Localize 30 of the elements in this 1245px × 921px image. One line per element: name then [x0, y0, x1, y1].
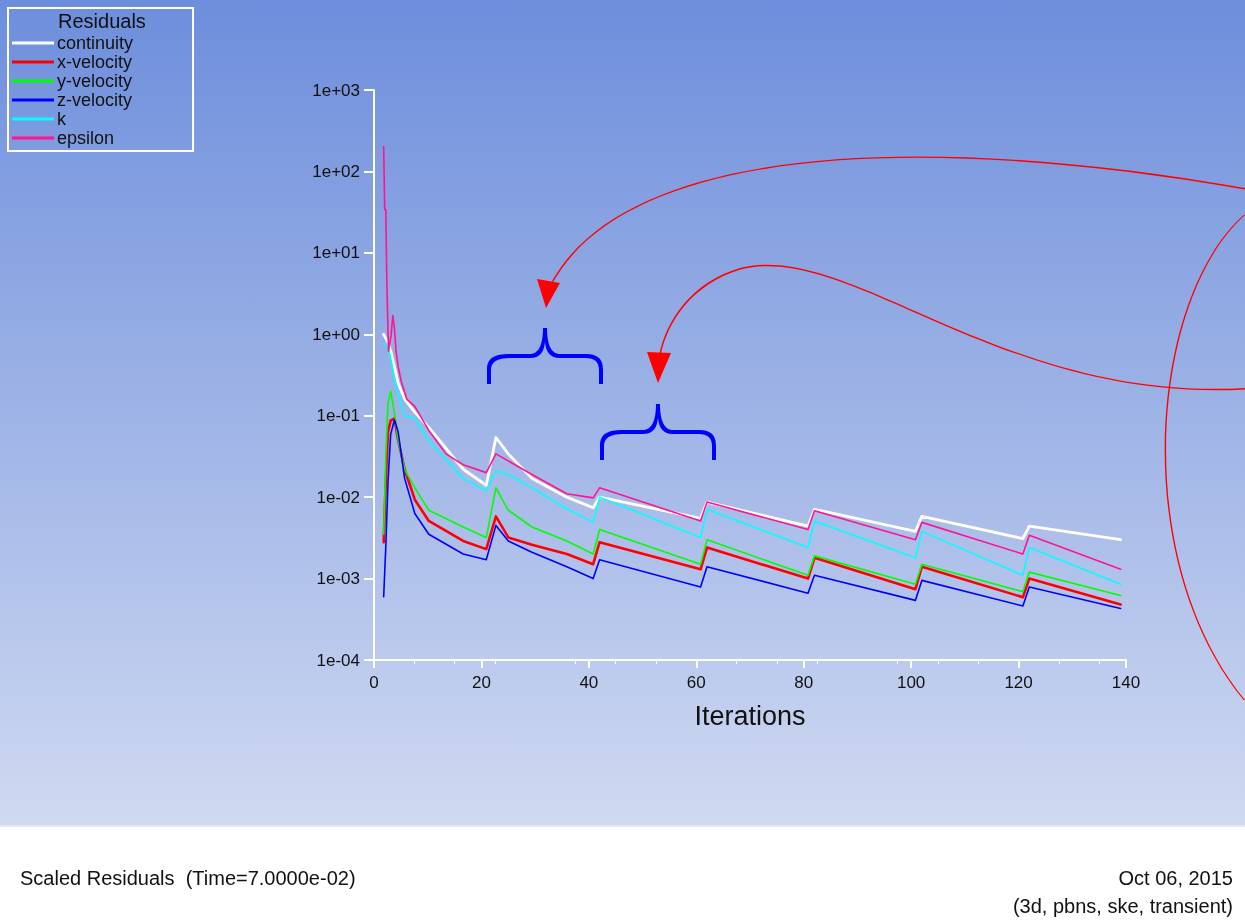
- legend-label: z-velocity: [57, 90, 133, 110]
- y-tick-label: 1e+02: [312, 161, 360, 181]
- legend-label: continuity: [57, 33, 134, 53]
- legend-label: epsilon: [57, 128, 115, 148]
- legend-label: y-velocity: [57, 71, 133, 91]
- x-tick-label: 60: [686, 673, 706, 692]
- line-series: [382, 390, 1122, 597]
- x-tick-label: 0: [369, 673, 379, 692]
- y-tick-label: 1e+00: [312, 324, 360, 344]
- y-tick-label: 1e-04: [316, 650, 360, 670]
- x-tick-label: 120: [1004, 673, 1033, 692]
- x-tick-label: 100: [896, 673, 926, 692]
- y-tick-label: 1e-03: [316, 569, 360, 589]
- y-tick-label: 1e+01: [312, 243, 360, 263]
- line-series: [382, 146, 1122, 571]
- text: Oct 06, 2015: [1118, 867, 1233, 890]
- x-tick-label: 20: [471, 673, 491, 692]
- x-tick-label: 80: [794, 673, 814, 692]
- legend-label: k: [57, 109, 67, 129]
- text: (3d, pbns, ske, transient): [1012, 895, 1233, 918]
- y-tick-label: 1e-02: [316, 487, 360, 507]
- line-series: [382, 343, 1122, 586]
- y-tick-label: 1e+03: [312, 80, 360, 100]
- x-axis-title: Iterations: [694, 700, 806, 731]
- text: Scaled Residuals (Time=7.0000e-02): [20, 867, 356, 890]
- x-tick-label: 140: [1111, 673, 1141, 692]
- x-tick-label: 40: [579, 673, 599, 692]
- legend-title: Residuals: [58, 10, 146, 32]
- legend-label: x-velocity: [57, 52, 133, 72]
- y-tick-label: 1e-01: [316, 406, 360, 426]
